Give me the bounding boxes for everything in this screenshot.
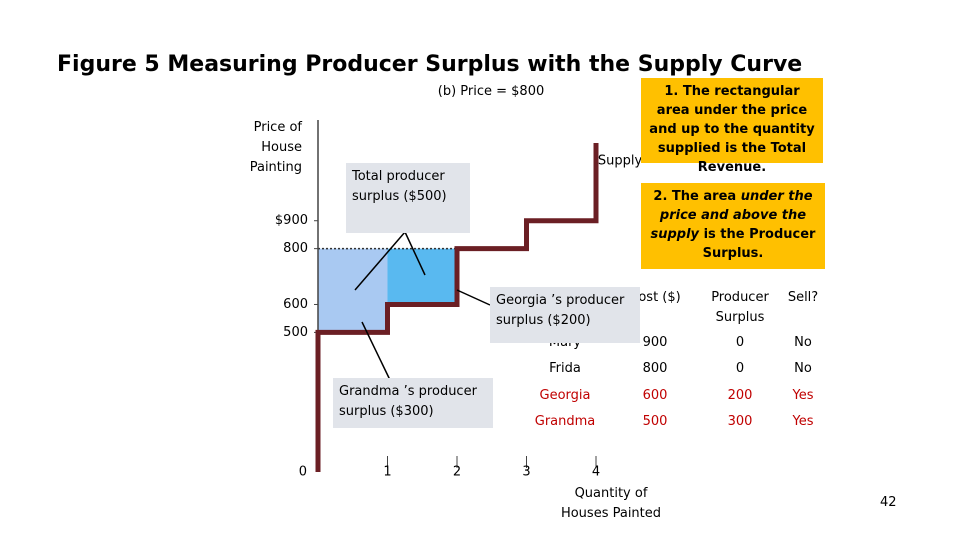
callout-total: Total producer surplus ($500) <box>346 163 470 233</box>
note-surplus: 2. The area under the price and above th… <box>641 183 825 269</box>
table-cell: 0 <box>735 335 745 350</box>
y-axis-label: Price of House Painting <box>249 120 302 175</box>
surplus-area <box>318 248 388 333</box>
page-number: 42 <box>880 495 897 510</box>
callout-grandma: Grandma ’s producer surplus ($300) <box>333 378 493 428</box>
table-cell: Cost ($) <box>629 290 681 305</box>
note-text: 2. The area <box>653 189 741 204</box>
table-cell: 0 <box>735 361 745 376</box>
table-cell: 300 <box>727 414 753 429</box>
table-cell: Sell? <box>787 290 819 305</box>
supply-label: Supply <box>598 154 643 169</box>
x-tick-label: 1 <box>383 465 391 480</box>
table-cell: Frida <box>549 361 581 376</box>
table-cell: Yes <box>792 388 814 403</box>
table-cell: Producer Surplus <box>711 290 769 325</box>
surplus-area <box>387 248 457 305</box>
callout-pointer <box>361 321 391 381</box>
table-cell: Georgia <box>539 388 591 403</box>
x-tick-label: 4 <box>592 465 600 480</box>
table-cell: 200 <box>727 388 753 403</box>
table-cell: 600 <box>642 388 668 403</box>
slide-title: Figure 5 Measuring Producer Surplus with… <box>57 52 803 77</box>
table-cell: No <box>794 361 812 376</box>
callout-pointer <box>456 289 491 306</box>
callout-pointer <box>404 231 426 276</box>
table-cell: Grandma <box>534 414 596 429</box>
note-emphasis: under the price and above the supply <box>650 189 813 242</box>
table-cell: No <box>794 335 812 350</box>
y-tick-label: $900 <box>275 213 308 228</box>
note-text: is the Producer Surplus. <box>699 227 816 261</box>
table-cell: 900 <box>642 335 668 350</box>
y-tick-label: 0 <box>299 465 307 480</box>
y-tick-label: 800 <box>283 241 308 256</box>
y-tick-label: 500 <box>283 325 308 340</box>
note-revenue: 1. The rectangular area under the price … <box>641 78 823 175</box>
table-cell: Yes <box>792 414 814 429</box>
x-axis-label: Quantity of Houses Painted <box>560 486 662 521</box>
x-tick-label: 2 <box>453 465 461 480</box>
supply-curve <box>315 143 599 472</box>
x-tick-label: 3 <box>522 465 530 480</box>
chart-subtitle: (b) Price = $800 <box>437 84 545 99</box>
y-tick-label: 600 <box>283 297 308 312</box>
callout-pointer <box>354 231 406 291</box>
table-cell: 500 <box>642 414 668 429</box>
callout-georgia: Georgia ’s producer surplus ($200) <box>490 287 640 343</box>
table-cell: 800 <box>642 361 668 376</box>
